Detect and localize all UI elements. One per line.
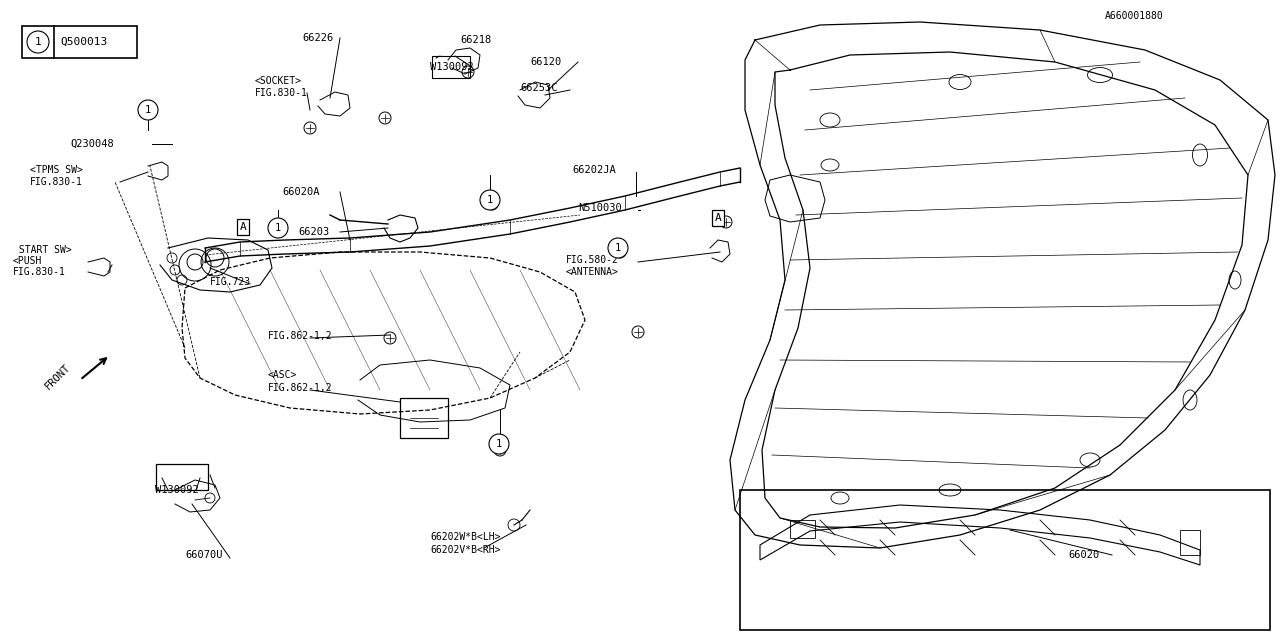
Text: W130092: W130092 bbox=[430, 62, 474, 72]
Text: <PUSH: <PUSH bbox=[13, 256, 42, 266]
Circle shape bbox=[268, 218, 288, 238]
Text: FIG.830-1: FIG.830-1 bbox=[255, 88, 308, 98]
Text: A: A bbox=[714, 213, 722, 223]
Text: FRONT: FRONT bbox=[44, 362, 72, 392]
Circle shape bbox=[489, 434, 509, 454]
Text: 66203: 66203 bbox=[298, 227, 329, 237]
Text: 66202W*B<LH>: 66202W*B<LH> bbox=[430, 532, 500, 542]
Text: FIG.830-1: FIG.830-1 bbox=[13, 267, 65, 277]
Text: N510030: N510030 bbox=[579, 203, 622, 213]
Text: 66020: 66020 bbox=[1068, 550, 1100, 560]
Circle shape bbox=[138, 100, 157, 120]
Text: FIG.580-2: FIG.580-2 bbox=[566, 255, 618, 265]
Text: 1: 1 bbox=[486, 195, 493, 205]
Circle shape bbox=[27, 31, 49, 53]
Text: 66070U: 66070U bbox=[186, 550, 223, 560]
Text: 66202JA: 66202JA bbox=[572, 165, 616, 175]
Text: 1: 1 bbox=[614, 243, 621, 253]
Text: A: A bbox=[239, 222, 246, 232]
Text: 66253C: 66253C bbox=[520, 83, 558, 93]
Text: A660001880: A660001880 bbox=[1105, 11, 1164, 21]
Text: FIG.830-1: FIG.830-1 bbox=[29, 177, 83, 187]
Text: 66218: 66218 bbox=[460, 35, 492, 45]
Text: 1: 1 bbox=[35, 37, 41, 47]
Text: 66020A: 66020A bbox=[282, 187, 320, 197]
Text: <SOCKET>: <SOCKET> bbox=[255, 76, 302, 86]
Text: FIG.862-1,2: FIG.862-1,2 bbox=[268, 331, 333, 341]
Circle shape bbox=[480, 190, 500, 210]
Text: <ANTENNA>: <ANTENNA> bbox=[566, 267, 618, 277]
Text: 66226: 66226 bbox=[302, 33, 333, 43]
Text: 66202V*B<RH>: 66202V*B<RH> bbox=[430, 545, 500, 555]
Circle shape bbox=[608, 238, 628, 258]
Text: FIG.723: FIG.723 bbox=[210, 277, 251, 287]
Text: 66120: 66120 bbox=[530, 57, 561, 67]
Text: Q500013: Q500013 bbox=[60, 37, 108, 47]
Text: Q230048: Q230048 bbox=[70, 139, 114, 149]
Text: 1: 1 bbox=[145, 105, 151, 115]
Text: W130092: W130092 bbox=[155, 485, 198, 495]
Text: 1: 1 bbox=[275, 223, 282, 233]
Text: FIG.862-1,2: FIG.862-1,2 bbox=[268, 383, 333, 393]
Text: START SW>: START SW> bbox=[13, 245, 72, 255]
Text: 1: 1 bbox=[495, 439, 502, 449]
Text: <ASC>: <ASC> bbox=[268, 370, 297, 380]
Text: <TPMS SW>: <TPMS SW> bbox=[29, 165, 83, 175]
